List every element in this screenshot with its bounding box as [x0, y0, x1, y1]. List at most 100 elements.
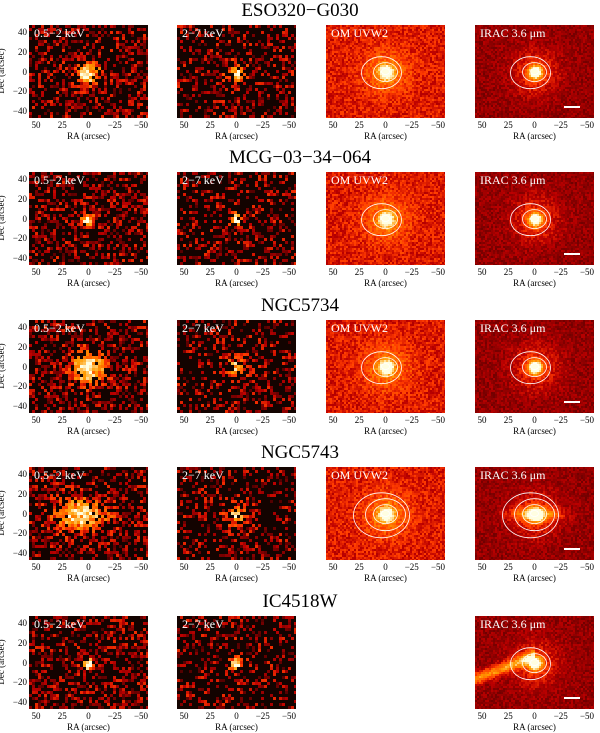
- contour-line: [530, 363, 539, 370]
- x-tick-label: 50: [329, 120, 338, 130]
- contour-line: [381, 215, 390, 222]
- y-tick-label: 40: [18, 322, 27, 332]
- panel-image: [29, 172, 148, 265]
- band-label: 0.5−2 keV: [34, 322, 85, 335]
- image-panel-ir: IRAC 3.6 μm: [475, 172, 594, 265]
- x-tick-label: 0: [532, 120, 537, 130]
- x-axis-ticks: 50 25 0 −25 −50: [326, 120, 446, 134]
- band-label: OM UVW2: [331, 322, 388, 335]
- image-panel-xhard: 2−7 keV: [177, 172, 296, 265]
- y-axis-ticks: 40 20 0 −20 −40: [7, 467, 27, 560]
- band-label: IRAC 3.6 μm: [480, 322, 545, 335]
- x-tick-label: −50: [431, 267, 445, 277]
- band-label: 2−7 keV: [182, 322, 224, 335]
- x-tick-label: −25: [405, 267, 419, 277]
- contour-line: [522, 62, 547, 82]
- band-label: 2−7 keV: [182, 469, 224, 482]
- panel-image: [326, 172, 445, 265]
- x-tick-label: 50: [32, 711, 41, 721]
- x-tick-label: 50: [478, 120, 487, 130]
- x-axis-ticks: 50 25 0 −25 −50: [29, 711, 149, 725]
- band-label: OM UVW2: [331, 27, 388, 40]
- x-tick-label: −50: [282, 267, 296, 277]
- contour-line: [365, 498, 406, 532]
- x-tick-label: 0: [383, 120, 388, 130]
- band-label: 0.5−2 keV: [34, 174, 85, 187]
- x-tick-label: 25: [58, 415, 67, 425]
- x-tick-label: −25: [554, 120, 568, 130]
- y-tick-label: −40: [13, 548, 27, 558]
- x-tick-label: 50: [32, 267, 41, 277]
- x-tick-label: −50: [580, 415, 594, 425]
- x-tick-label: 50: [180, 562, 189, 572]
- y-tick-label: −20: [13, 233, 27, 243]
- x-axis-ticks: 50 25 0 −25 −50: [29, 120, 149, 134]
- x-tick-label: −50: [580, 562, 594, 572]
- scale-bar: [564, 697, 580, 699]
- image-panel-xhard: 2−7 keV: [177, 467, 296, 560]
- x-tick-label: 50: [180, 415, 189, 425]
- x-axis-ticks: 50 25 0 −25 −50: [177, 562, 297, 576]
- y-axis-ticks: 40 20 0 −20 −40: [7, 25, 27, 118]
- x-tick-label: 0: [86, 415, 91, 425]
- x-tick-label: −50: [431, 120, 445, 130]
- x-tick-label: −25: [256, 415, 270, 425]
- y-tick-label: 0: [23, 658, 28, 668]
- y-axis-ticks: 40 20 0 −20 −40: [7, 616, 27, 709]
- x-tick-label: 50: [32, 120, 41, 130]
- galaxy-title: NGC5734: [0, 296, 600, 316]
- x-tick-label: −50: [134, 120, 148, 130]
- contour-line: [510, 203, 551, 237]
- y-tick-label: 40: [18, 27, 27, 37]
- contour-line: [530, 215, 539, 222]
- x-tick-label: 0: [234, 562, 239, 572]
- contour-line: [522, 504, 547, 524]
- x-tick-label: −25: [554, 562, 568, 572]
- scale-bar: [564, 253, 580, 255]
- y-axis-label: Dec (arcsec): [0, 473, 6, 553]
- y-axis-label: Dec (arcsec): [0, 31, 6, 111]
- image-panel-uv: OM UVW2: [326, 25, 445, 118]
- x-tick-label: 25: [355, 562, 364, 572]
- band-label: IRAC 3.6 μm: [480, 27, 545, 40]
- y-tick-label: −40: [13, 697, 27, 707]
- x-axis-ticks: 50 25 0 −25 −50: [177, 711, 297, 725]
- x-axis-ticks: 50 25 0 −25 −50: [177, 267, 297, 281]
- galaxy-title: ESO320−G030: [0, 1, 600, 21]
- y-tick-label: −40: [13, 401, 27, 411]
- contour-line: [381, 363, 390, 370]
- y-tick-label: 40: [18, 469, 27, 479]
- x-tick-label: 25: [206, 267, 215, 277]
- x-axis-label: RA (arcsec): [475, 426, 594, 436]
- x-tick-label: 50: [329, 562, 338, 572]
- y-tick-label: −20: [13, 86, 27, 96]
- x-axis-label: RA (arcsec): [29, 722, 148, 732]
- image-panel-xhard: 2−7 keV: [177, 616, 296, 709]
- x-axis-label: RA (arcsec): [326, 278, 445, 288]
- x-tick-label: 25: [355, 267, 364, 277]
- contour-line: [530, 510, 539, 517]
- x-axis-ticks: 50 25 0 −25 −50: [29, 562, 149, 576]
- x-axis-label: RA (arcsec): [326, 131, 445, 141]
- x-tick-label: −50: [282, 562, 296, 572]
- galaxy-title: IC4518W: [0, 592, 600, 612]
- band-label: OM UVW2: [331, 469, 388, 482]
- x-tick-label: 0: [383, 562, 388, 572]
- x-tick-label: −25: [108, 711, 122, 721]
- panel-image: [475, 25, 594, 118]
- x-axis-ticks: 50 25 0 −25 −50: [29, 267, 149, 281]
- x-tick-label: −25: [405, 562, 419, 572]
- band-label: 2−7 keV: [182, 174, 224, 187]
- panel-image: [177, 25, 296, 118]
- x-tick-label: 25: [206, 120, 215, 130]
- y-tick-label: −20: [13, 528, 27, 538]
- x-axis-label: RA (arcsec): [326, 573, 445, 583]
- x-tick-label: 0: [532, 711, 537, 721]
- contour-line: [522, 653, 547, 673]
- y-tick-label: 0: [23, 362, 28, 372]
- x-tick-label: −25: [108, 120, 122, 130]
- x-tick-label: 0: [86, 711, 91, 721]
- x-tick-label: 25: [355, 120, 364, 130]
- band-label: 2−7 keV: [182, 618, 224, 631]
- x-axis-label: RA (arcsec): [29, 573, 148, 583]
